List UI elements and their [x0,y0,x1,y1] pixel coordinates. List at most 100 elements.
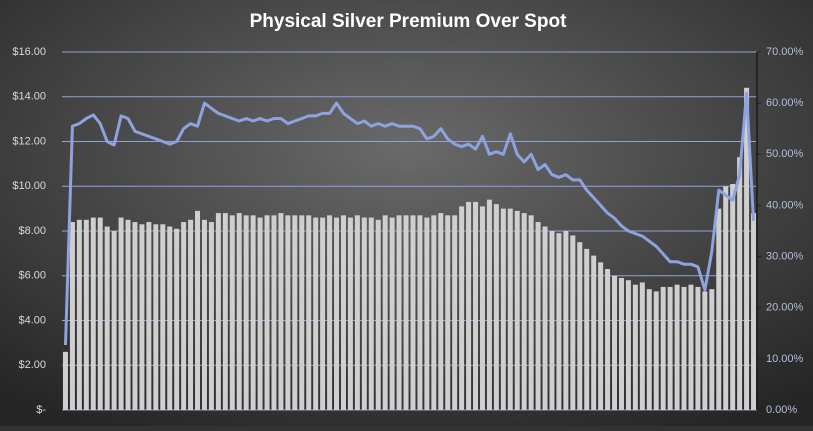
bar [500,208,506,410]
bar [222,213,228,410]
bar [195,210,201,410]
bar [306,215,312,410]
bar [104,226,110,410]
bar [535,222,541,410]
bar [292,215,298,410]
bar [653,291,659,410]
bar [646,289,652,410]
bar [215,213,221,410]
bar [69,222,75,410]
bar [438,213,444,410]
bar [188,219,194,410]
y2-tick-label: 70.00% [766,46,804,58]
y-tick-label: $6.00 [18,270,46,282]
bar [744,87,750,411]
bar [459,206,465,410]
bar [605,269,611,410]
bar [313,217,319,410]
bar [62,351,68,410]
bar [723,186,729,410]
bar [730,184,736,410]
y-tick-label: $14.00 [12,91,46,103]
bar [431,215,437,410]
bar [521,213,527,410]
bar [139,224,145,410]
bar [452,215,458,410]
bar [347,217,353,410]
bar [76,219,82,410]
y-tick-label: $12.00 [12,135,46,147]
bar [612,275,618,410]
bar [83,219,89,410]
line [64,91,755,346]
bar [660,286,666,410]
bar [160,224,166,410]
bar [90,217,96,410]
bar [299,215,305,410]
bar [445,215,451,410]
bar [577,242,583,410]
bar [542,226,548,410]
bar [229,215,235,410]
bar [549,231,555,410]
bar [410,215,416,410]
y2-tick-label: 50.00% [766,148,804,160]
bar [174,228,180,410]
y-tick-label: $2.00 [18,359,46,371]
bar [118,217,124,410]
y2-tick-label: 30.00% [766,250,804,262]
bar [403,215,409,410]
bar [97,217,103,410]
bar [709,289,715,410]
bar [591,255,597,410]
bar [354,215,360,410]
bar [361,217,367,410]
bar [702,291,708,410]
bar [382,215,388,410]
bar [375,219,381,410]
bar [368,217,374,410]
bar [125,219,131,410]
bar [271,215,277,410]
bar [201,219,207,410]
bar [507,208,513,410]
bar [479,206,485,410]
bar [250,215,256,410]
bar [751,213,757,410]
bar [625,280,631,410]
y-tick-label: $4.00 [18,314,46,326]
bar [716,208,722,410]
bar [396,215,402,410]
bar [340,215,346,410]
bar [264,215,270,410]
bar [674,284,680,410]
bar [257,217,263,410]
y-tick-label: $16.00 [12,46,46,58]
bar [584,248,590,410]
bar [278,213,284,410]
bar [111,231,117,410]
bar [688,284,694,410]
y2-tick-label: 60.00% [766,97,804,109]
bar [334,217,340,410]
bar [695,286,701,410]
y-tick-label: $- [36,404,46,416]
bar [320,217,326,410]
y2-tick-label: 0.00% [766,404,797,416]
bar [486,199,492,410]
y2-tick-label: 10.00% [766,353,804,365]
bar [556,233,562,410]
bar [466,201,472,410]
bar [236,213,242,410]
bar [285,215,291,410]
bar [327,215,333,410]
bar [243,215,249,410]
bar [167,226,173,410]
y-tick-label: $10.00 [12,180,46,192]
bar [473,201,479,410]
bar [639,282,645,410]
bar [563,231,569,410]
bar [181,222,187,410]
y2-tick-label: 20.00% [766,302,804,314]
